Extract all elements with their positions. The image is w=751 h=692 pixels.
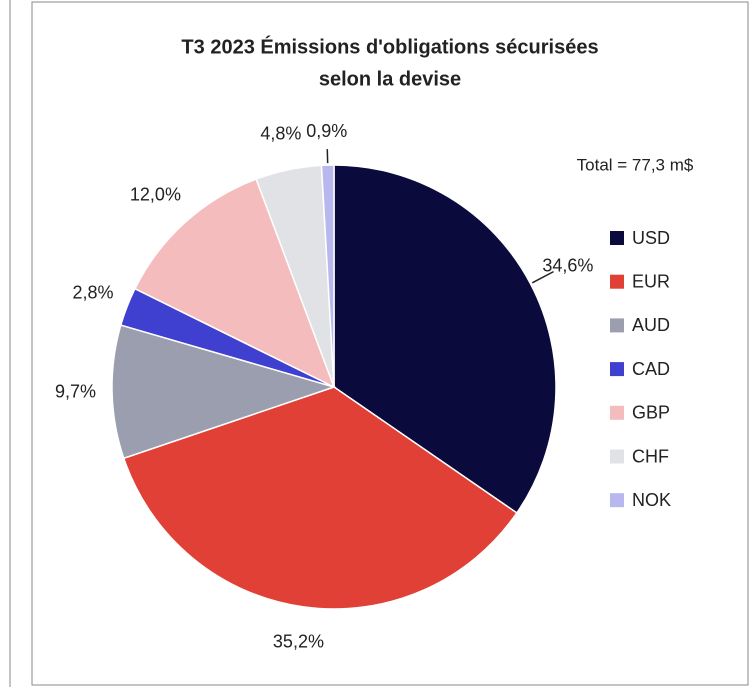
legend-swatch: [610, 493, 624, 507]
data-label: 4,8%: [260, 123, 301, 143]
data-label: 34,6%: [542, 256, 593, 276]
data-label: 12,0%: [130, 184, 181, 204]
legend-label: AUD: [632, 315, 670, 335]
legend-label: USD: [632, 228, 670, 248]
data-label: 0,9%: [306, 121, 347, 141]
legend-swatch: [610, 231, 624, 245]
data-label: 2,8%: [72, 282, 113, 302]
data-label: 9,7%: [55, 381, 96, 401]
chart-title: T3 2023 Émissions d'obligations sécurisé…: [181, 35, 598, 58]
legend-swatch: [610, 450, 624, 464]
legend-swatch: [610, 362, 624, 376]
legend-swatch: [610, 275, 624, 289]
chart-title: selon la devise: [319, 68, 461, 90]
data-label: 35,2%: [273, 631, 324, 651]
legend-label: CAD: [632, 359, 670, 379]
legend-label: NOK: [632, 490, 671, 510]
annotation: Total = 77,3 m$: [577, 155, 694, 174]
legend-swatch: [610, 406, 624, 420]
legend-label: EUR: [632, 271, 670, 291]
legend-label: CHF: [632, 446, 669, 466]
legend-swatch: [610, 318, 624, 332]
legend-label: GBP: [632, 403, 670, 423]
